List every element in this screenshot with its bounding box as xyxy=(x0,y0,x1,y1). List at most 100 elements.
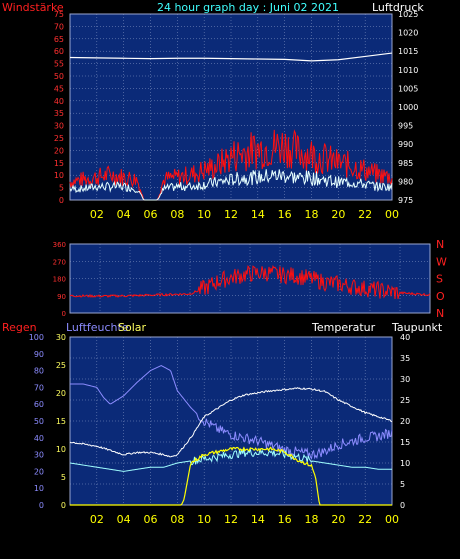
header-left-label: Windstärke xyxy=(2,1,64,14)
hour-tick-label: 02 xyxy=(90,208,104,221)
hour-tick-label: 20 xyxy=(331,513,345,526)
wind-gust-line xyxy=(69,129,393,201)
right-tick-label: 980 xyxy=(398,177,413,186)
regen-tick-label: 90 xyxy=(34,350,44,359)
wind-average-line xyxy=(69,169,393,201)
humidity-line xyxy=(70,365,393,460)
hour-tick-label: 18 xyxy=(305,513,319,526)
tick-labels: 0510152025303540455055606570759759809859… xyxy=(29,10,447,526)
right-tick-label: 990 xyxy=(398,140,413,149)
hour-tick-label: 14 xyxy=(251,513,265,526)
direction-tick-label: 0 xyxy=(62,310,66,318)
left-tick-label: 75 xyxy=(54,10,64,19)
hour-tick-label: 00 xyxy=(385,208,399,221)
left-tick-label: 70 xyxy=(54,22,64,31)
header-labels: Windstärke 24 hour graph day : Juni 02 2… xyxy=(2,1,443,334)
hour-tick-label: 06 xyxy=(144,513,158,526)
pressure-line xyxy=(69,52,393,62)
temperature-tick-label: 40 xyxy=(400,333,410,342)
regen-tick-label: 20 xyxy=(34,467,44,476)
regen-label: Regen xyxy=(2,321,37,334)
right-tick-label: 1025 xyxy=(398,10,418,19)
data-series xyxy=(69,52,431,506)
hour-tick-label: 12 xyxy=(224,208,238,221)
hour-tick-label: 22 xyxy=(358,513,372,526)
hour-tick-label: 10 xyxy=(197,513,211,526)
left-tick-label: 0 xyxy=(59,196,64,205)
compass-label: O xyxy=(436,290,445,303)
left-tick-label: 40 xyxy=(54,97,64,106)
left-tick-label: 20 xyxy=(54,146,64,155)
direction-tick-label: 360 xyxy=(53,241,66,249)
temperature-tick-label: 30 xyxy=(400,375,410,384)
hour-tick-label: 20 xyxy=(331,208,345,221)
right-tick-label: 1010 xyxy=(398,66,418,75)
gridlines xyxy=(70,14,430,505)
temperature-tick-label: 15 xyxy=(400,438,410,447)
hour-tick-label: 16 xyxy=(278,513,292,526)
temperature-tick-label: 20 xyxy=(400,417,410,426)
temperature-tick-label: 5 xyxy=(400,480,405,489)
hour-tick-label: 02 xyxy=(90,513,104,526)
hour-tick-label: 00 xyxy=(385,513,399,526)
hour-tick-label: 22 xyxy=(358,208,372,221)
taupunkt-label: Taupunkt xyxy=(391,321,443,334)
regen-tick-label: 50 xyxy=(34,417,44,426)
solar-tick-label: 0 xyxy=(61,501,66,510)
compass-label: N xyxy=(436,238,444,251)
right-tick-label: 975 xyxy=(398,196,413,205)
hour-tick-label: 18 xyxy=(305,208,319,221)
right-tick-label: 1000 xyxy=(398,103,418,112)
direction-tick-label: 270 xyxy=(53,258,66,266)
regen-tick-label: 40 xyxy=(34,434,44,443)
right-tick-label: 1015 xyxy=(398,47,418,56)
hour-tick-label: 08 xyxy=(170,208,184,221)
right-tick-label: 985 xyxy=(398,159,413,168)
dewpoint-line xyxy=(69,447,392,472)
left-tick-label: 10 xyxy=(54,171,64,180)
solar-label: Solar xyxy=(118,321,147,334)
solar-tick-label: 15 xyxy=(56,417,66,426)
temperatur-label: Temperatur xyxy=(311,321,376,334)
solar-tick-label: 30 xyxy=(56,333,66,342)
solar-tick-label: 20 xyxy=(56,389,66,398)
temperature-line xyxy=(69,387,393,458)
regen-tick-label: 60 xyxy=(34,400,44,409)
regen-tick-label: 80 xyxy=(34,367,44,376)
temperature-tick-label: 35 xyxy=(400,354,410,363)
left-tick-label: 30 xyxy=(54,122,64,131)
left-tick-label: 5 xyxy=(59,184,64,193)
regen-tick-label: 30 xyxy=(34,451,44,460)
left-tick-label: 50 xyxy=(54,72,64,81)
left-tick-label: 35 xyxy=(54,109,64,118)
hour-tick-label: 10 xyxy=(197,208,211,221)
regen-tick-label: 70 xyxy=(34,383,44,392)
temperature-tick-label: 0 xyxy=(400,501,405,510)
hour-tick-label: 04 xyxy=(117,513,131,526)
hour-tick-label: 04 xyxy=(117,208,131,221)
left-tick-label: 55 xyxy=(54,60,64,69)
header-right-label: Luftdruck xyxy=(372,1,424,14)
hour-tick-label: 06 xyxy=(144,208,158,221)
right-tick-label: 1020 xyxy=(398,29,418,38)
hour-tick-label: 12 xyxy=(224,513,238,526)
regen-tick-label: 100 xyxy=(29,333,44,342)
wind-direction-line xyxy=(69,264,431,300)
compass-label: N xyxy=(436,307,444,320)
solar-tick-label: 25 xyxy=(56,361,66,370)
left-tick-label: 15 xyxy=(54,159,64,168)
chart-title: 24 hour graph day : Juni 02 2021 xyxy=(157,1,339,14)
solar-line xyxy=(70,446,392,506)
right-tick-label: 1005 xyxy=(398,84,418,93)
left-tick-label: 60 xyxy=(54,47,64,56)
hour-tick-label: 08 xyxy=(170,513,184,526)
left-tick-label: 25 xyxy=(54,134,64,143)
solar-tick-label: 5 xyxy=(61,473,66,482)
regen-tick-label: 10 xyxy=(34,484,44,493)
hour-tick-label: 16 xyxy=(278,208,292,221)
left-tick-label: 45 xyxy=(54,84,64,93)
luftfeuchte-label: Luftfeuchte xyxy=(66,321,129,334)
direction-tick-label: 90 xyxy=(57,293,66,301)
solar-tick-label: 10 xyxy=(56,445,66,454)
